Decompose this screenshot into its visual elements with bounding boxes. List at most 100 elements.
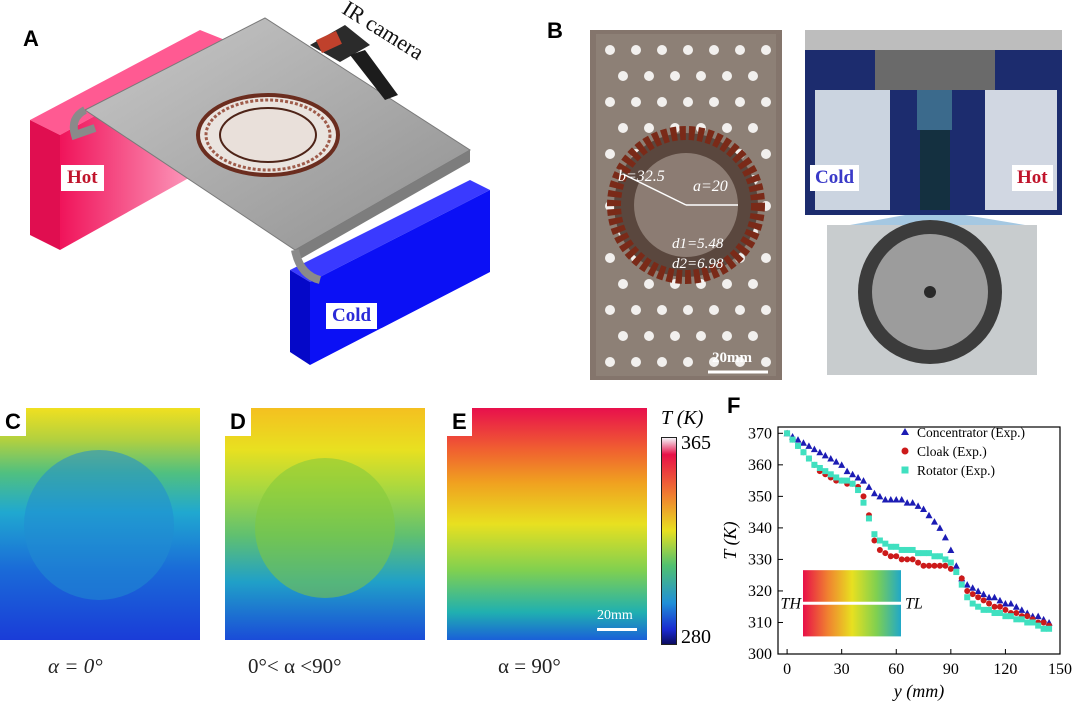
inset-left-label: TH — [781, 595, 803, 612]
hole — [722, 71, 732, 81]
hole — [683, 45, 693, 55]
data-point-rotator — [1046, 625, 1053, 632]
data-point-rotator — [887, 543, 894, 550]
data-point-rotator — [822, 468, 829, 475]
hole — [748, 71, 758, 81]
chart-series — [783, 429, 1053, 632]
data-point-rotator — [882, 540, 889, 547]
hole — [735, 97, 745, 107]
hole — [618, 71, 628, 81]
hole — [657, 97, 667, 107]
data-point-rotator — [1040, 625, 1047, 632]
data-point-cloak — [996, 603, 1003, 610]
x-tick-label: 120 — [993, 661, 1017, 678]
data-point-rotator — [893, 543, 900, 550]
data-point-concentrator — [870, 489, 878, 497]
data-point-cloak — [909, 556, 916, 563]
data-point-cloak — [1024, 613, 1031, 620]
temperature-chart: 0 30 60 90 120 150 300 310 320 330 340 350 360 370 y (… — [720, 425, 1072, 702]
hole — [748, 279, 758, 289]
data-point-rotator — [936, 553, 943, 560]
data-point-concentrator — [892, 496, 900, 503]
colorbar — [661, 437, 677, 645]
data-point-concentrator — [925, 511, 933, 519]
data-point-rotator — [833, 474, 840, 481]
chart-axes: 0 30 60 90 120 150 300 310 320 330 340 350 360 370 y (… — [720, 425, 1072, 702]
hole — [761, 305, 771, 315]
hole — [696, 331, 706, 341]
ir-camera-icon — [310, 25, 398, 100]
dim-d1-label: d1=5.48 — [672, 236, 724, 252]
hole — [605, 305, 615, 315]
chart-legend: Concentrator (Exp.) Cloak (Exp.) Rotator (… — [901, 425, 1025, 478]
data-point-cloak — [904, 556, 911, 563]
data-point-rotator — [789, 436, 796, 443]
hole — [709, 305, 719, 315]
heatmap-d-circle — [255, 458, 395, 598]
hole — [631, 357, 641, 367]
hole — [761, 253, 771, 263]
hole — [631, 97, 641, 107]
heatmap-c-circle — [24, 450, 174, 600]
hole — [644, 123, 654, 133]
hole — [722, 123, 732, 133]
sample-scale-bar-label: 20mm — [712, 350, 752, 366]
data-point-rotator — [947, 559, 954, 566]
legend-label: Cloak (Exp.) — [917, 444, 987, 459]
data-point-rotator — [1002, 613, 1009, 620]
hole — [761, 357, 771, 367]
panel-label-c: C — [0, 408, 26, 436]
data-point-cloak — [947, 565, 954, 572]
y-tick-label: 300 — [748, 646, 772, 663]
data-point-cloak — [975, 594, 982, 601]
hole — [709, 97, 719, 107]
data-point-concentrator — [920, 505, 928, 512]
data-point-concentrator — [985, 593, 993, 601]
hole — [644, 71, 654, 81]
y-tick-label: 350 — [748, 488, 772, 505]
dim-a-label: a=20 — [693, 178, 728, 195]
data-point-rotator — [1029, 619, 1036, 626]
setup-photo — [805, 30, 1062, 375]
hole — [618, 331, 628, 341]
data-point-concentrator — [816, 448, 824, 456]
hole — [670, 331, 680, 341]
hole — [657, 357, 667, 367]
data-point-cloak — [980, 597, 987, 604]
legend-label: Rotator (Exp.) — [917, 463, 995, 478]
data-point-cloak — [887, 553, 894, 560]
data-point-cloak — [1002, 606, 1009, 613]
data-point-cloak — [1040, 619, 1047, 626]
data-point-concentrator — [849, 470, 857, 478]
data-point-cloak — [942, 562, 949, 569]
x-tick-label: 0 — [783, 661, 791, 678]
hole — [709, 357, 719, 367]
data-point-rotator — [844, 477, 851, 484]
data-point-rotator — [876, 537, 883, 544]
hot-label-a: Hot — [61, 165, 104, 191]
data-point-rotator — [1024, 619, 1031, 626]
data-point-concentrator — [810, 445, 818, 453]
data-point-rotator — [898, 546, 905, 553]
data-point-concentrator — [1001, 600, 1009, 607]
x-tick-label: 90 — [943, 661, 959, 678]
hole — [644, 331, 654, 341]
hole — [670, 71, 680, 81]
data-point-rotator — [964, 594, 971, 601]
legend-label: Concentrator (Exp.) — [917, 425, 1025, 440]
hole — [683, 357, 693, 367]
data-point-rotator — [816, 464, 823, 471]
legend-marker — [901, 428, 909, 435]
data-point-rotator — [838, 477, 845, 484]
hole — [605, 357, 615, 367]
caption-e: α = 90° — [498, 654, 561, 678]
data-point-concentrator — [963, 581, 971, 588]
hole — [761, 97, 771, 107]
data-point-rotator — [795, 442, 802, 449]
hole — [631, 45, 641, 55]
colorbar-min: 280 — [681, 626, 711, 648]
data-point-rotator — [909, 546, 916, 553]
hole — [722, 331, 732, 341]
data-point-concentrator — [996, 596, 1004, 604]
data-point-rotator — [969, 600, 976, 607]
